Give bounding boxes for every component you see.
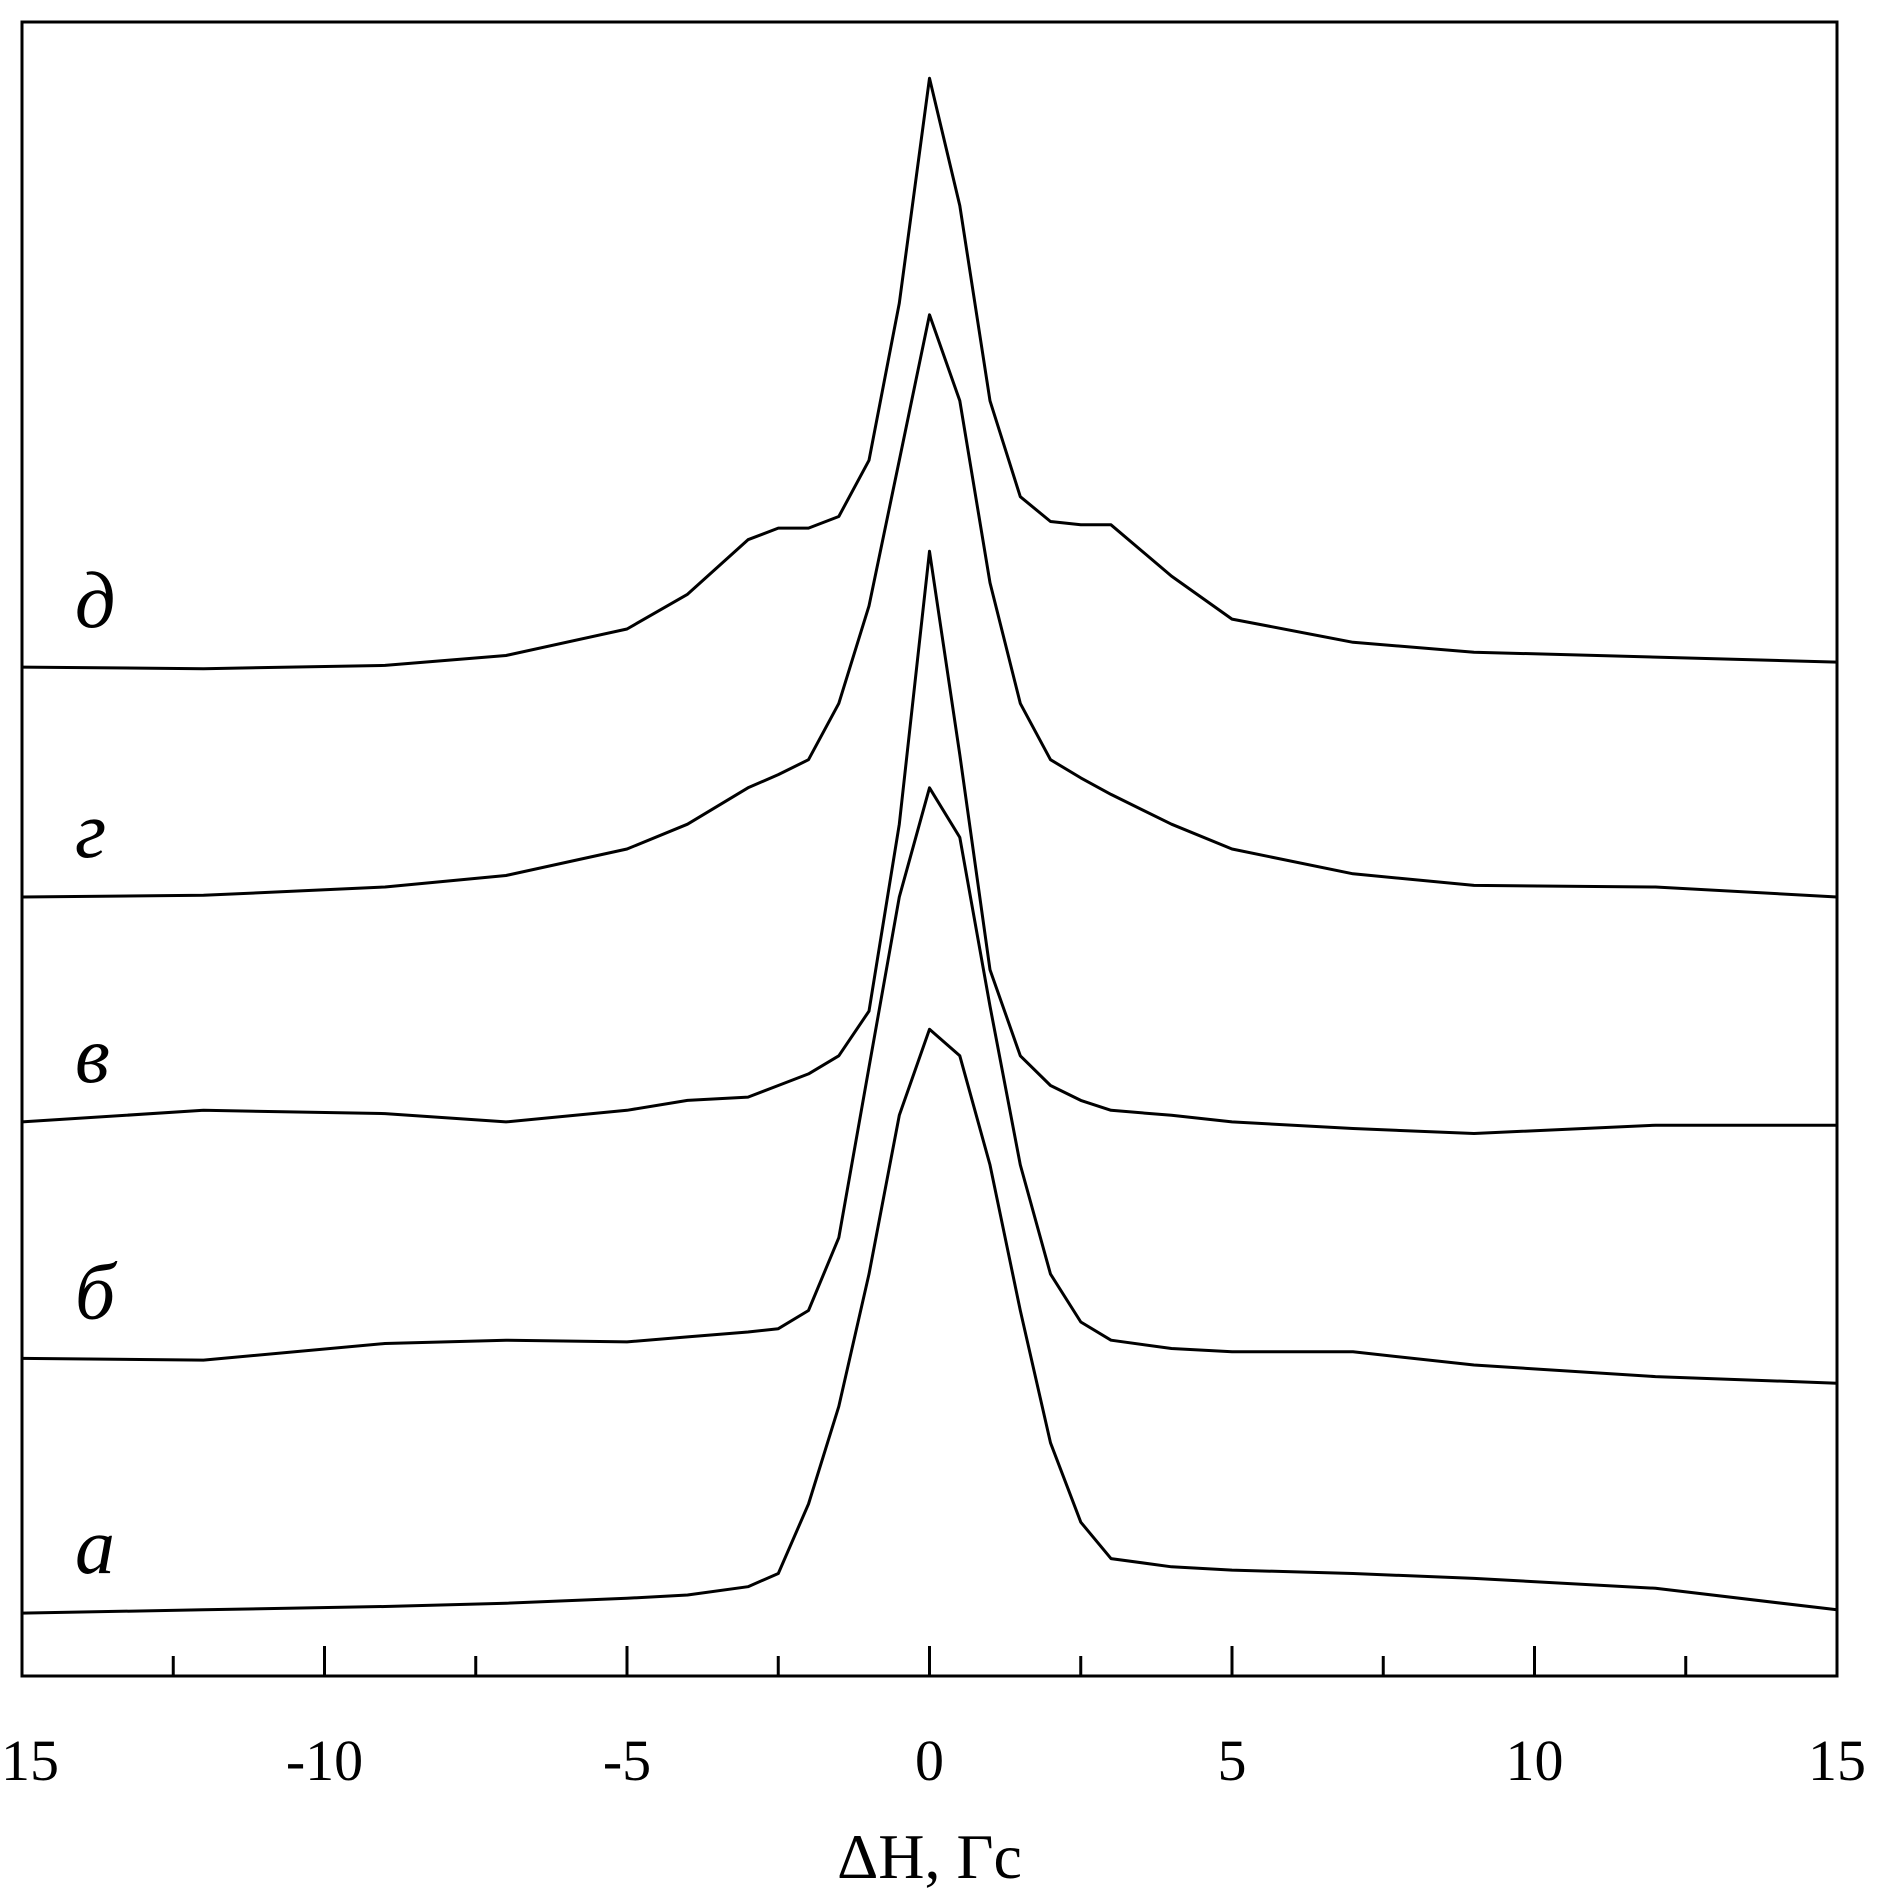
x-tick-label: 15	[1808, 1728, 1866, 1793]
x-tick-label: -5	[603, 1728, 651, 1793]
x-tick-label: 10	[1506, 1728, 1564, 1793]
x-tick-label: 0	[915, 1728, 944, 1793]
x-tick-label: -10	[286, 1728, 363, 1793]
series-label: в	[75, 1012, 110, 1100]
spectrum-line	[21, 313, 1838, 899]
spectrum-line	[21, 786, 1838, 1385]
spectrum-line	[21, 76, 1838, 671]
series-label: г	[75, 787, 106, 875]
x-tick-label: 15	[1, 1728, 59, 1793]
series-label: б	[75, 1248, 118, 1336]
plot-frame	[20, 20, 1839, 1678]
spectrum-line	[21, 1027, 1838, 1615]
series-label: а	[75, 1503, 115, 1591]
x-axis-label: ΔH, Гс	[837, 1821, 1022, 1892]
spectrum-line	[21, 549, 1837, 1135]
series-label: д	[75, 557, 115, 645]
x-tick-label: 5	[1218, 1728, 1247, 1793]
